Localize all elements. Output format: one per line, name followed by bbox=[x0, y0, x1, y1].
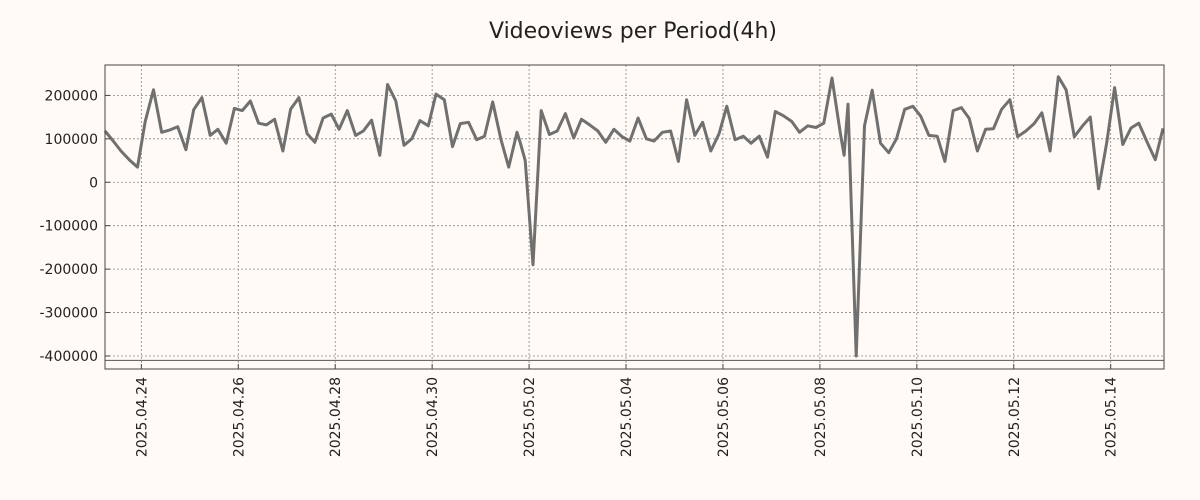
x-tick-label: 2025.04.30 bbox=[425, 377, 441, 457]
y-tick-label: 200000 bbox=[45, 88, 98, 104]
series-line bbox=[103, 75, 1165, 358]
y-tick-label: -400000 bbox=[40, 349, 99, 365]
y-tick-label: -300000 bbox=[40, 306, 99, 322]
x-tick-label: 2025.05.02 bbox=[522, 377, 538, 457]
y-tick-label: -200000 bbox=[40, 262, 99, 278]
plot-area bbox=[105, 65, 1164, 369]
y-axis: 200000 100000 0 -100000 -200000 -300000 -40000… bbox=[40, 88, 110, 365]
x-tick-label: 2025.05.08 bbox=[813, 377, 829, 457]
x-tick-label: 2025.04.26 bbox=[231, 377, 247, 457]
y-tick-label: -100000 bbox=[40, 219, 99, 235]
x-tick-label: 2025.05.06 bbox=[716, 377, 732, 457]
x-tick-label: 2025.05.14 bbox=[1104, 377, 1120, 457]
plot-frame bbox=[104, 64, 1165, 370]
y-grid bbox=[105, 95, 1164, 357]
x-tick-label: 2025.05.12 bbox=[1007, 377, 1023, 457]
x-tick-label: 2025.05.10 bbox=[910, 377, 926, 457]
x-grid bbox=[140, 65, 1112, 369]
x-axis: 2025.04.24 2025.04.26 2025.04.28 2025.04.30… bbox=[134, 364, 1120, 457]
x-tick-label: 2025.04.28 bbox=[328, 377, 344, 457]
x-tick-label: 2025.04.24 bbox=[134, 377, 150, 457]
chart-title: Videoviews per Period(4h) bbox=[489, 19, 777, 44]
y-tick-label: 0 bbox=[89, 175, 98, 191]
y-tick-label: 100000 bbox=[45, 132, 98, 148]
x-tick-label: 2025.05.04 bbox=[619, 377, 635, 457]
